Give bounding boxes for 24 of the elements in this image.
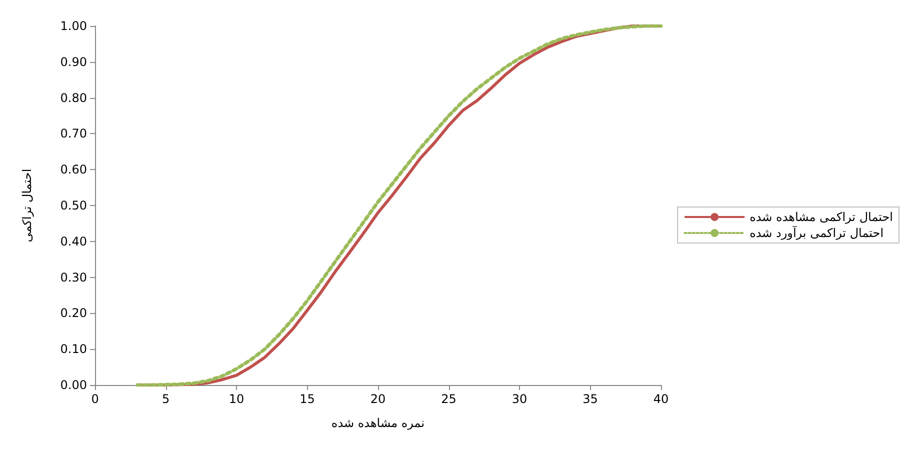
- x-tick-label: 25: [441, 392, 456, 406]
- y-tick-label: 1.00: [60, 19, 87, 33]
- x-tick-label: 20: [370, 392, 386, 406]
- x-tick-label: 35: [582, 392, 598, 406]
- y-tick-label: 0.80: [60, 90, 87, 105]
- legend-label: احتمال تراکمی مشاهده شده: [750, 210, 893, 224]
- y-tick-label: 0.10: [60, 342, 87, 356]
- x-tick-label: 10: [228, 392, 244, 406]
- x-tick-label: 15: [300, 392, 315, 406]
- legend-label: احتمال تراکمی برآورد شده: [750, 225, 884, 240]
- y-axis-title: احتمال تراکمی: [20, 168, 34, 242]
- x-tick-label: 40: [653, 392, 669, 406]
- y-tick-label: 0.20: [60, 306, 87, 320]
- y-tick-label: 0.00: [60, 378, 87, 392]
- x-axis-title: نمره مشاهده شده: [331, 416, 425, 430]
- x-tick-label: 30: [512, 392, 528, 406]
- y-tick-label: 0.30: [60, 270, 87, 284]
- x-tick-label: 5: [162, 392, 170, 406]
- y-tick-label: 0.90: [60, 54, 87, 69]
- y-tick-label: 0.60: [60, 162, 87, 177]
- y-tick-label: 0.70: [60, 126, 87, 141]
- x-tick-label: 0: [91, 392, 99, 406]
- y-tick-label: 0.40: [60, 234, 87, 248]
- y-tick-label: 0.50: [60, 198, 87, 212]
